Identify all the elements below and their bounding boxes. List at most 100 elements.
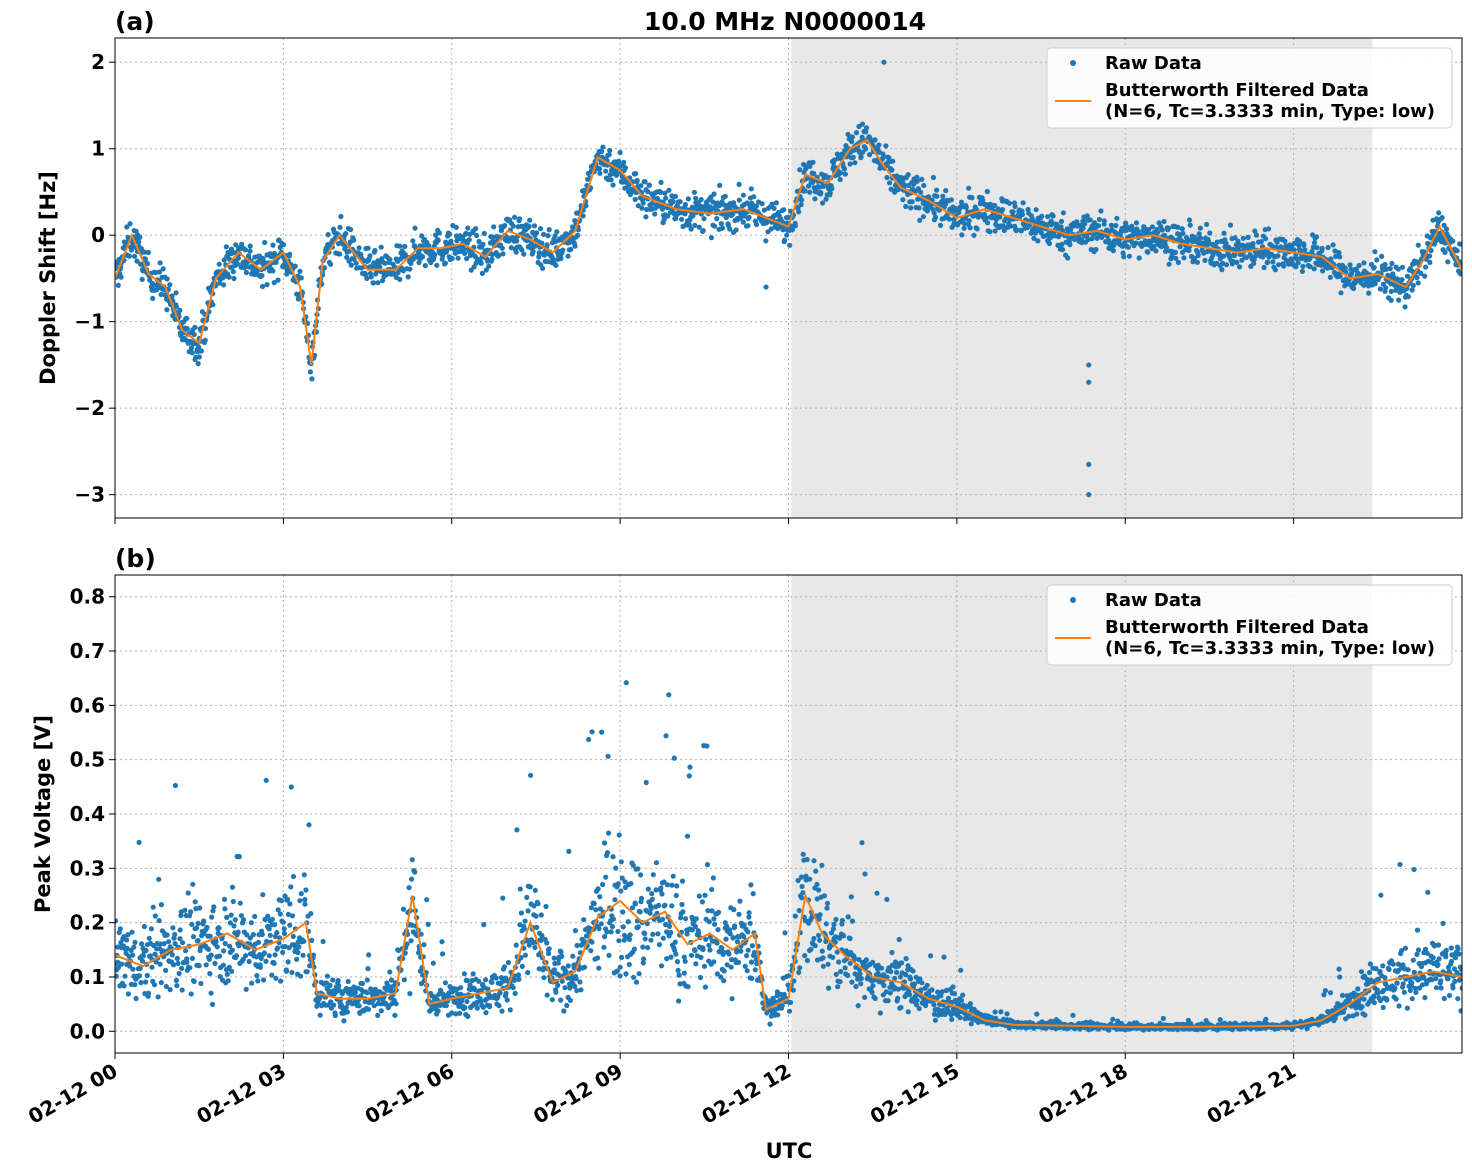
raw-data-point	[824, 900, 831, 906]
raw-data-point	[703, 936, 709, 942]
raw-data-point	[1337, 254, 1343, 260]
raw-data-point	[681, 970, 687, 976]
raw-data-point	[837, 935, 843, 941]
raw-data-point	[717, 182, 723, 188]
raw-data-point	[516, 976, 522, 983]
raw-data-point	[280, 919, 286, 925]
raw-data-point	[155, 994, 161, 1000]
raw-data-point	[653, 887, 659, 893]
raw-data-point	[247, 935, 253, 941]
raw-data-point	[781, 237, 788, 243]
raw-data-point	[497, 990, 503, 996]
raw-data-point	[480, 241, 486, 247]
y-tick-label: −3	[74, 483, 105, 507]
raw-data-point	[474, 1005, 480, 1011]
raw-data-point	[367, 253, 373, 259]
raw-data-point	[195, 920, 201, 927]
raw-data-point	[820, 963, 826, 969]
raw-data-point	[662, 190, 668, 196]
raw-data-point	[705, 908, 711, 914]
raw-data-point	[1393, 287, 1399, 293]
raw-data-point	[511, 977, 517, 984]
raw-data-point	[658, 189, 664, 195]
raw-data-point	[974, 226, 980, 232]
raw-data-point	[121, 983, 127, 989]
raw-data-point	[1197, 225, 1203, 231]
raw-data-point	[718, 221, 724, 227]
raw-data-point	[555, 982, 561, 989]
raw-data-point	[444, 247, 450, 253]
raw-data-point	[345, 978, 351, 985]
raw-data-point	[270, 268, 276, 274]
raw-data-point	[158, 902, 164, 908]
raw-data-point	[551, 967, 558, 973]
raw-data-point	[158, 980, 164, 986]
raw-data-point	[1219, 267, 1225, 273]
raw-data-point	[1394, 276, 1400, 282]
raw-data-point	[1333, 253, 1339, 259]
raw-data-point	[712, 223, 718, 229]
raw-data-point	[1033, 207, 1039, 213]
raw-data-point	[769, 201, 775, 207]
raw-data-point	[1217, 1017, 1223, 1023]
raw-data-point	[221, 948, 227, 954]
raw-data-point	[140, 953, 146, 959]
raw-data-point	[289, 913, 296, 919]
raw-data-point	[604, 850, 611, 856]
raw-data-point	[207, 971, 213, 977]
raw-data-point	[890, 158, 896, 164]
raw-data-point	[909, 199, 915, 205]
raw-data-point	[929, 987, 935, 993]
raw-data-point	[683, 916, 689, 922]
raw-data-point	[887, 180, 893, 186]
raw-data-point	[208, 952, 214, 958]
raw-data-point	[397, 276, 403, 282]
raw-data-point	[709, 908, 715, 914]
raw-data-point	[163, 983, 169, 990]
raw-data-point	[364, 275, 370, 281]
raw-data-point	[145, 249, 151, 256]
raw-data-point	[707, 947, 713, 953]
raw-data-point	[602, 934, 608, 940]
raw-data-point	[546, 946, 552, 952]
raw-data-point	[800, 851, 806, 857]
raw-data-point	[908, 205, 914, 211]
raw-data-point	[1379, 253, 1385, 259]
raw-data-point	[883, 143, 889, 149]
raw-data-point	[1348, 271, 1354, 277]
raw-data-point	[348, 226, 354, 233]
raw-data-point	[751, 949, 758, 956]
raw-data-point	[173, 304, 179, 310]
raw-data-point	[1261, 264, 1267, 271]
raw-data-point	[668, 929, 674, 936]
raw-data-point	[275, 907, 281, 913]
raw-data-point	[351, 237, 357, 243]
raw-data-point	[243, 269, 249, 276]
raw-data-point	[531, 903, 537, 909]
raw-data-point	[1454, 248, 1460, 254]
raw-data-point	[187, 965, 193, 971]
raw-data-point	[258, 955, 264, 962]
raw-data-point	[1302, 247, 1308, 253]
raw-data-point	[884, 174, 890, 181]
raw-data-point	[727, 931, 733, 937]
raw-data-point	[271, 280, 277, 286]
raw-data-point	[514, 238, 520, 244]
raw-data-point	[1427, 253, 1433, 259]
raw-data-point	[799, 895, 805, 901]
raw-data-point	[773, 200, 780, 206]
raw-data-point	[514, 827, 520, 833]
raw-data-point	[546, 950, 552, 957]
raw-data-point	[183, 948, 189, 954]
raw-data-point	[896, 936, 902, 943]
raw-data-point	[841, 933, 847, 939]
raw-data-point	[1181, 255, 1187, 261]
raw-data-point	[852, 955, 858, 961]
raw-data-point	[718, 974, 724, 980]
raw-data-point	[440, 991, 446, 997]
raw-data-point	[1239, 257, 1245, 263]
raw-data-point	[724, 962, 730, 968]
raw-data-point	[722, 193, 728, 199]
raw-data-point	[849, 138, 855, 145]
raw-data-point	[596, 926, 602, 932]
